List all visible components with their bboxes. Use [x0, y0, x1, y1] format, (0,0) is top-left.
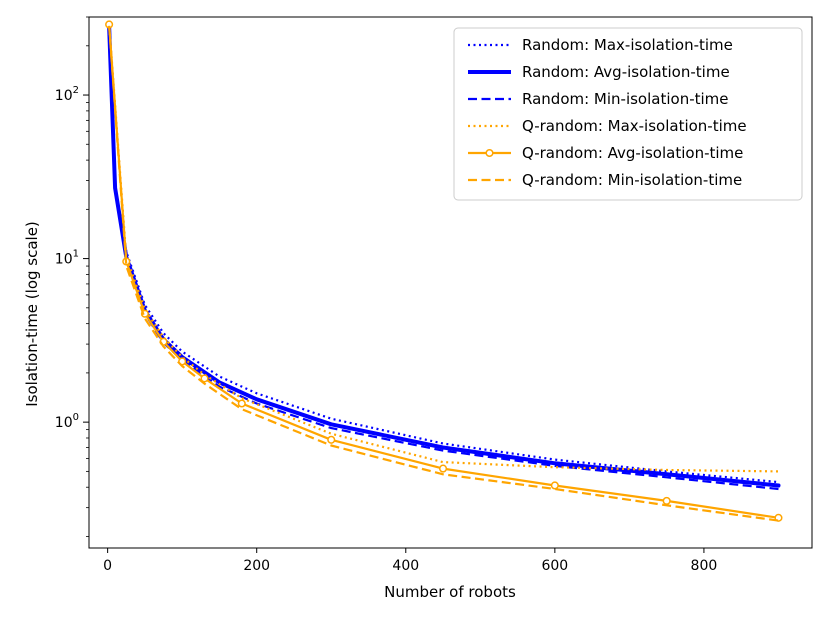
axes-layer: 0 200 400 600 800 100 101 102: [55, 16, 813, 574]
x-axis-label: Number of robots: [384, 583, 516, 601]
legend-box: [453, 27, 803, 201]
y-axis-label: Isolation-time (log scale): [23, 221, 41, 407]
series-5-point: [327, 435, 336, 444]
series-5-point: [237, 399, 246, 408]
series-line-4: [108, 23, 779, 473]
legend-label-5: Q-random: Avg-isolation-time: [522, 144, 743, 162]
legend: Random: Max-isolation-time Random: Avg-is…: [453, 27, 803, 201]
series-5-point: [662, 496, 671, 505]
series-5-point: [438, 464, 448, 473]
y-tick-label: 100: [55, 412, 79, 431]
series-5-point: [200, 374, 209, 383]
x-tick-label: 800: [691, 558, 718, 574]
legend-label-6: Q-random: Min-isolation-time: [522, 171, 742, 189]
legend-label-3: Random: Min-isolation-time: [522, 90, 729, 108]
plot-frame: [88, 16, 813, 549]
legend-label-2: Random: Avg-isolation-time: [522, 63, 730, 81]
x-tick-label: 0: [103, 558, 112, 574]
x-tick-label: 400: [392, 558, 419, 574]
y-tick-label: 102: [55, 85, 79, 104]
series-layer: [105, 20, 783, 522]
x-tick-label: 600: [541, 558, 568, 574]
y-tick-label: 101: [55, 249, 79, 268]
legend-label-4: Q-random: Max-isolation-time: [522, 117, 747, 135]
legend-label-1: Random: Max-isolation-time: [522, 36, 733, 54]
series-5-point: [550, 481, 559, 490]
series-line-6: [108, 25, 779, 522]
series-line-5: [107, 23, 780, 519]
legend-marker-5: [485, 148, 494, 158]
x-tick-label: 200: [243, 558, 270, 574]
